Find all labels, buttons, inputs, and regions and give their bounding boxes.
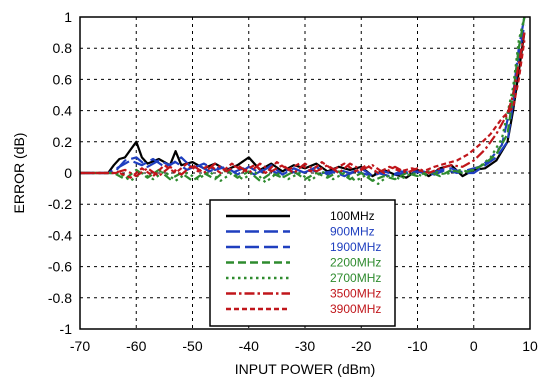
y-axis-label: ERROR (dB): [11, 133, 27, 214]
x-tick-label: -20: [351, 338, 371, 354]
plot-frame: [79, 16, 531, 330]
series-line-3500MHz: [80, 32, 526, 178]
x-tick-label: -10: [407, 338, 427, 354]
x-tick-label: -30: [295, 338, 315, 354]
legend-label: 2200MHz: [330, 256, 381, 270]
y-tick-label: 0: [64, 165, 72, 181]
legend-label: 1900MHz: [330, 240, 381, 254]
x-axis-label: INPUT POWER (dBm): [235, 361, 376, 377]
y-tick-label: -0.4: [48, 227, 72, 243]
y-tick-label: -0.6: [48, 259, 72, 275]
y-tick-label: -1: [60, 321, 73, 337]
legend-label: 2700MHz: [330, 271, 381, 285]
x-tick-labels: -70 -60 -50 -40 -30 -20 -10 0 10: [70, 338, 538, 354]
y-tick-label: 1: [64, 9, 72, 25]
y-tick-label: 0.8: [53, 40, 73, 56]
legend-label: 900MHz: [330, 225, 375, 239]
series-line-2200MHz: [80, 16, 526, 182]
x-tick-label: -60: [126, 338, 146, 354]
legend-label: 3900MHz: [330, 302, 381, 316]
x-tick-label: -70: [70, 338, 90, 354]
series-layer: [80, 16, 526, 185]
x-tick-label: -40: [239, 338, 259, 354]
y-tick-label: 0.4: [53, 103, 73, 119]
y-tick-label: 0.2: [53, 134, 73, 150]
legend-label: 3500MHz: [330, 287, 381, 301]
y-tick-labels: -1 -0.8 -0.6 -0.4 -0.2 0 0.2 0.4 0.6 0.8 1: [48, 9, 72, 337]
y-tick-label: 0.6: [53, 71, 73, 87]
y-tick-label: -0.8: [48, 290, 72, 306]
x-tick-label: 10: [522, 338, 538, 354]
y-tick-label: -0.2: [48, 196, 72, 212]
series-line-3900MHz: [80, 40, 526, 179]
x-tick-label: 0: [470, 338, 478, 354]
x-tick-label: -50: [182, 338, 202, 354]
legend-label: 100MHz: [330, 209, 375, 223]
series-line-2700MHz: [80, 16, 526, 185]
